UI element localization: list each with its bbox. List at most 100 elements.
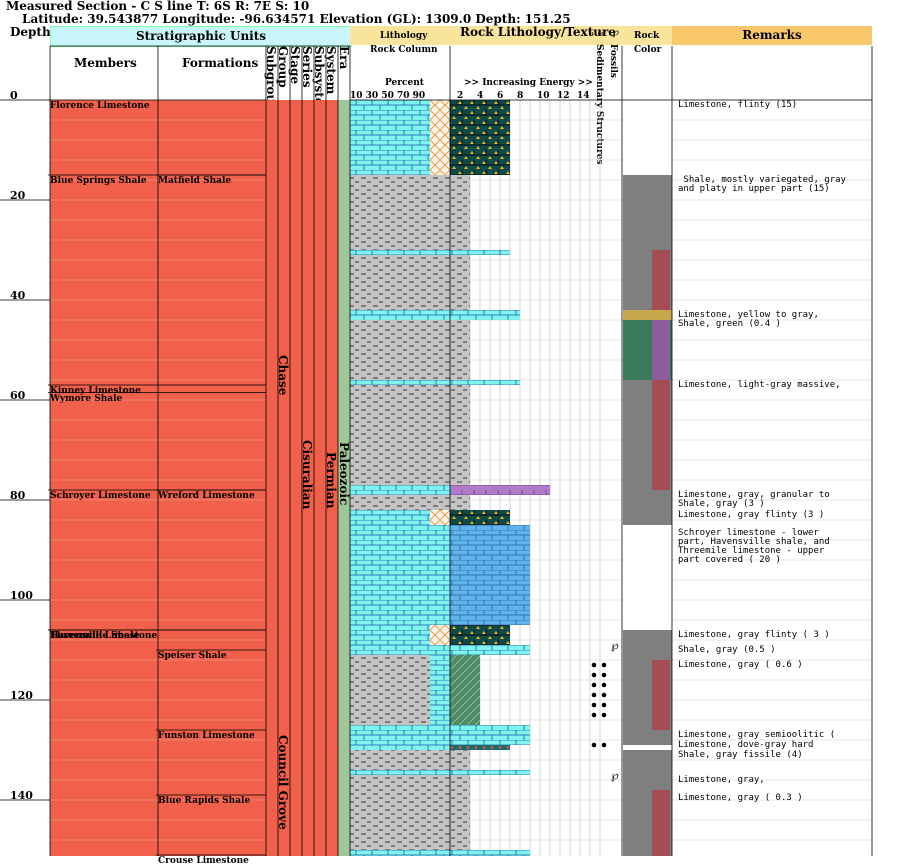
rock-color-swatch [623,175,672,250]
fossils-header: Fossils [608,44,618,78]
rock-column-limestone [350,380,450,385]
rock-column-limestone [350,645,450,655]
stage-header: Stage [288,46,302,85]
remark-text: Schroyer limestone - lower part, Havensv… [678,527,830,565]
rock-color-swatch [623,750,672,790]
rock-column-limestone [350,310,450,320]
depth-header: Depth [10,25,51,39]
era-fill [338,100,350,856]
section-location: Latitude: 39.543877 Longitude: -96.63457… [22,12,571,26]
rock-column-limestone [350,770,450,775]
texture-bar [450,525,530,625]
rock-column-chert [430,100,450,175]
formation-label: Funston Limestone [158,731,255,741]
remarks-header-bar: Remarks [672,26,872,45]
remark-text: Limestone, gray, granular to Shale, gray… [678,490,830,509]
energy-tick-label: 10 [537,91,550,101]
depth-label: 120 [10,689,33,702]
rock-header-bar [350,26,622,45]
system-label: Permian [324,452,338,509]
texture-shale [450,175,470,250]
texture-bar [450,850,530,856]
rock-column-shale [350,750,450,770]
formation-label: Crouse Limestone [158,856,249,866]
rock-column-shale [350,255,450,310]
sed-structure-dot [591,672,597,678]
fossil-crinoid-icon: ℘ [612,27,619,38]
formation-label: Matfield Shale [158,176,232,186]
rock-color-overlay [652,320,670,380]
remark-text: Limestone, gray flinty ( 3 ) [678,630,830,640]
rock-column-limestone [350,625,430,645]
rock-color-overlay [652,790,670,856]
texture-bar [450,745,510,750]
rock-column-chert [430,625,450,645]
rock-color-swatch [623,490,672,525]
sed-structure-dot [601,682,607,688]
rock-column-limestone [350,525,450,625]
strat-units-header: Stratigraphic Units [50,26,352,47]
sed-structure-dot [601,692,607,698]
texture-shale [450,385,470,485]
remark-text: Limestone, flinty (15) [678,100,798,110]
texture-bar [450,725,530,745]
sed-structure-dot [601,712,607,718]
sed-structure-dot [601,662,607,668]
rock-litho-header: Rock Lithology/Texture [460,25,616,39]
remark-text: Limestone, gray flinty (3 ) [678,510,825,520]
percent-header: Percent [385,78,424,88]
sed-structure-dot [601,672,607,678]
strat-units-label: Stratigraphic Units [135,29,267,43]
formation-label: Speiser Shale [158,651,227,661]
sed-structure-dot [601,702,607,708]
lithology-header: Lithology [380,31,428,41]
series-header: Series [300,46,314,88]
texture-bar [450,100,510,175]
member-label: Florence Limestone [50,101,150,111]
remark-text: Limestone, gray, [678,775,765,785]
rock-color-swatch [623,745,672,750]
member-label: Threemile Limestone [50,631,158,641]
group-label-chase: Chase [276,355,290,396]
texture-bar [450,510,510,525]
rock-color-swatch [623,630,672,660]
rock-column-shale [350,175,450,250]
fossil-crinoid-icon: ℘ [611,769,619,782]
rock-column-limestone [350,745,450,750]
texture-shale [450,775,470,850]
energy-tick-label: 14 [577,91,590,101]
group-label-council-grove: Council Grove [276,735,290,830]
rock-column-limestone [350,850,450,856]
texture-bar [450,380,520,385]
remark-text: Shale, mostly variegated, gray and platy… [678,175,846,194]
rock-column-shale [350,385,450,485]
energy-tick-label: 4 [477,91,484,101]
energy-tick-label: 6 [497,91,504,101]
depth-label: 80 [10,489,26,502]
rock-column-limestone [350,510,430,525]
formation-label: Blue Rapids Shale [158,796,251,806]
rock-column-limestone [350,485,450,495]
sed-structure-dot [591,742,597,748]
remark-text: Shale, gray (0.5 ) [678,645,776,655]
rock-column-shale [350,320,450,380]
rock-column-limestone [430,655,450,725]
rock-color-swatch [623,730,672,745]
rock-column-chert [430,510,450,525]
system-header: System [324,46,338,95]
sed-structure-dot [591,702,597,708]
texture-shale [450,495,470,510]
depth-label: 140 [10,789,33,802]
texture-shale [450,750,470,770]
depth-label: 20 [10,189,26,202]
fossil-crinoid-icon: ℘ [611,639,619,652]
depth-label: 60 [10,389,26,402]
remark-text: Limestone, light-gray massive, [678,380,841,390]
energy-tick-label: 8 [517,91,524,101]
subgroup-header: Subgroup [264,46,278,112]
remark-text: Limestone, dove-gray hard [678,740,814,750]
rock-column-limestone [350,250,450,255]
texture-bar [450,655,480,725]
rock-color-overlay [652,250,670,310]
member-label: Wymore Shale [50,393,123,404]
